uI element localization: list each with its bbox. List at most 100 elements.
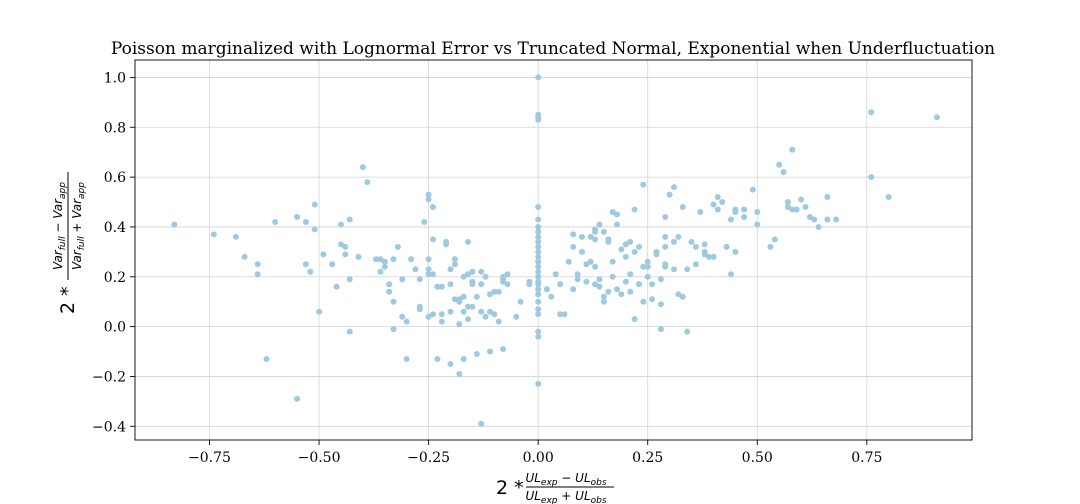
- data-point: [627, 271, 634, 278]
- data-point: [302, 219, 309, 225]
- data-point: [622, 241, 629, 248]
- data-point: [565, 258, 572, 265]
- data-point: [592, 228, 599, 235]
- data-point: [644, 263, 651, 270]
- data-point: [622, 278, 629, 285]
- data-point: [425, 191, 432, 198]
- data-point: [732, 206, 739, 213]
- data-point: [451, 296, 458, 303]
- data-point: [495, 318, 502, 325]
- data-point: [535, 380, 542, 387]
- data-point: [789, 146, 796, 153]
- data-point: [535, 216, 542, 223]
- data-point: [657, 326, 664, 333]
- data-point: [552, 271, 559, 278]
- data-point: [666, 191, 673, 198]
- data-point: [675, 291, 682, 298]
- data-point: [701, 241, 708, 248]
- data-point: [627, 238, 634, 245]
- data-point: [535, 248, 542, 255]
- data-point: [535, 233, 542, 240]
- data-point: [421, 219, 428, 225]
- data-point: [636, 281, 642, 288]
- data-point: [232, 233, 239, 240]
- data-point: [714, 206, 721, 213]
- data-point: [456, 321, 463, 328]
- data-point: [425, 271, 432, 278]
- data-point: [631, 316, 638, 323]
- data-point: [535, 74, 542, 81]
- data-point: [710, 201, 717, 208]
- data-point: [627, 288, 634, 295]
- data-point: [754, 221, 761, 228]
- data-point: [644, 258, 651, 265]
- data-point: [548, 293, 555, 300]
- x-label-denominator: ULexp + ULobs: [525, 489, 606, 504]
- data-point: [342, 243, 349, 250]
- data-point: [784, 199, 791, 205]
- x-tick-label: −0.25: [407, 450, 450, 466]
- data-point: [473, 293, 480, 300]
- data-point: [346, 216, 353, 223]
- data-point: [438, 311, 445, 318]
- data-point: [430, 204, 436, 210]
- data-point: [210, 231, 217, 238]
- data-point: [359, 164, 366, 171]
- data-point: [609, 258, 616, 265]
- data-point: [653, 251, 660, 258]
- data-point: [390, 256, 397, 263]
- data-point: [824, 216, 831, 223]
- data-point: [311, 226, 318, 233]
- data-point: [662, 263, 669, 270]
- data-point: [741, 206, 748, 213]
- data-point: [815, 224, 822, 230]
- data-point: [447, 308, 454, 315]
- y-tick-label: 0.8: [104, 120, 126, 136]
- x-tick-label: 0.75: [851, 450, 882, 466]
- data-point: [171, 221, 178, 228]
- data-point: [570, 243, 577, 250]
- data-point: [535, 204, 542, 210]
- data-point: [346, 328, 353, 335]
- data-point: [513, 313, 520, 320]
- y-label-prefix: 2 *: [57, 286, 79, 314]
- data-point: [535, 263, 542, 270]
- data-point: [535, 224, 542, 230]
- data-point: [447, 361, 454, 367]
- data-point: [302, 261, 309, 268]
- data-point: [811, 216, 818, 223]
- x-label-numerator: ULexp − ULobs: [525, 471, 606, 488]
- data-point: [535, 116, 542, 123]
- x-tick-label: 0.25: [632, 450, 663, 466]
- data-point: [390, 298, 397, 305]
- data-point: [430, 236, 436, 243]
- data-point: [933, 114, 940, 121]
- data-point: [605, 288, 612, 295]
- data-point: [789, 206, 796, 213]
- data-point: [868, 109, 875, 116]
- data-point: [425, 196, 432, 203]
- data-point: [719, 199, 726, 205]
- data-point: [679, 293, 686, 300]
- data-point: [543, 286, 550, 293]
- data-point: [614, 221, 620, 228]
- data-point: [465, 271, 471, 278]
- data-point: [600, 298, 607, 305]
- data-point: [294, 395, 301, 402]
- data-point: [561, 311, 568, 318]
- data-point: [793, 206, 800, 213]
- data-point: [649, 281, 656, 288]
- data-point: [557, 281, 564, 288]
- data-point: [465, 238, 471, 245]
- data-point: [535, 328, 542, 335]
- data-point: [329, 261, 336, 268]
- data-point: [500, 278, 507, 285]
- data-point: [600, 228, 607, 235]
- x-axis-label: 2 * ULexp − ULobs ULexp + ULobs: [496, 471, 614, 504]
- data-point: [636, 243, 642, 250]
- data-point: [596, 276, 603, 283]
- data-point: [535, 258, 542, 265]
- data-point: [491, 288, 498, 295]
- data-point: [784, 204, 791, 210]
